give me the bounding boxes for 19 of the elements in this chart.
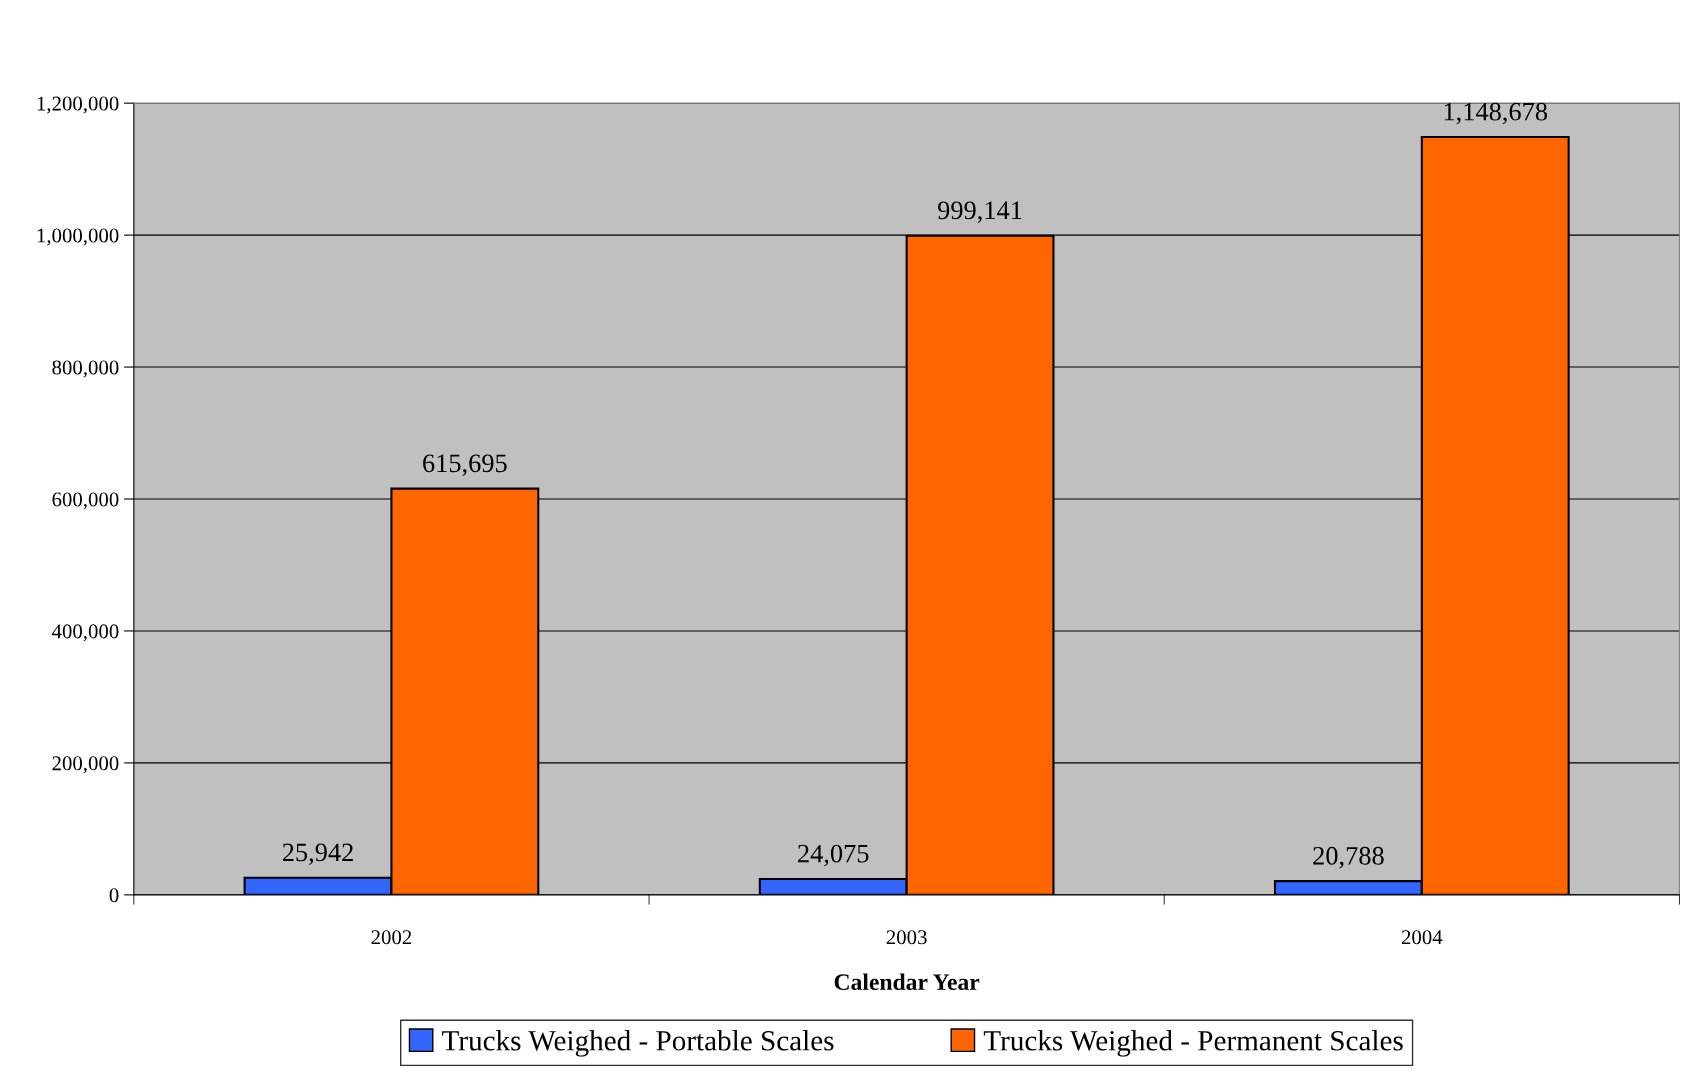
y-tick-label: 0	[109, 888, 119, 903]
y-tick-label: 200,000	[52, 756, 119, 774]
data-label: 20,788	[1313, 846, 1384, 869]
x-tick-label: 2004	[1401, 930, 1443, 945]
data-label: 999,141	[938, 201, 1022, 224]
y-tick-label: 600,000	[52, 492, 119, 510]
data-label: 25,942	[282, 843, 353, 866]
y-tick-label: 1,000,000	[37, 228, 119, 246]
x-tick-label: 2003	[886, 930, 927, 945]
data-label: 24,075	[798, 844, 869, 867]
data-label: 1,148,678	[1444, 102, 1548, 125]
y-tick-label: 400,000	[51, 624, 119, 642]
y-tick-label: 800,000	[52, 360, 119, 378]
x-axis-title: Calendar Year	[834, 973, 980, 991]
legend-label: Trucks Weighed - Permanent Scales	[983, 1030, 1403, 1057]
data-label: 615,695	[423, 454, 507, 476]
y-tick-label: 1,200,000	[37, 96, 119, 114]
legend-label: Trucks Weighed - Portable Scales	[442, 1030, 834, 1057]
x-tick-label: 2002	[371, 930, 412, 945]
